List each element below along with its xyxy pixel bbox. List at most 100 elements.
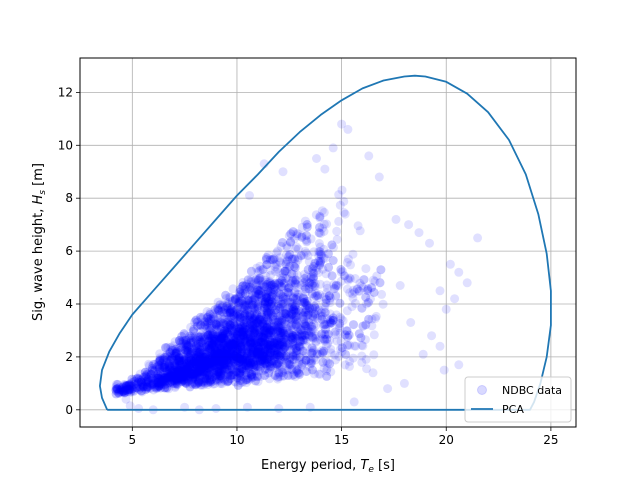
scatter-point	[288, 275, 298, 285]
scatter-point	[238, 316, 248, 326]
scatter-point	[268, 315, 278, 325]
scatter-point	[215, 371, 225, 381]
scatter-point	[255, 275, 264, 285]
scatter-point	[195, 372, 205, 382]
scatter-point	[262, 291, 272, 301]
scatter-point	[198, 354, 208, 364]
scatter-point	[283, 287, 293, 297]
scatter-point	[158, 376, 167, 386]
scatter-point	[254, 330, 263, 340]
scatter-point	[288, 227, 298, 237]
scatter-point	[222, 352, 232, 361]
scatter-point	[223, 328, 233, 338]
scatter-point	[257, 354, 267, 364]
scatter-point	[180, 372, 190, 382]
scatter-point	[343, 274, 353, 284]
scatter-point	[204, 316, 214, 326]
scatter-point	[234, 327, 244, 337]
scatter-point	[242, 357, 252, 366]
scatter-point	[326, 318, 336, 328]
scatter-point	[172, 348, 181, 358]
scatter-point	[243, 323, 253, 333]
scatter-point	[261, 342, 271, 352]
scatter-point	[301, 349, 311, 358]
scatter-point	[157, 377, 167, 387]
scatter-point	[325, 296, 334, 305]
scatter-point	[155, 357, 165, 366]
scatter-point	[183, 347, 193, 357]
scatter-point	[205, 374, 215, 383]
scatter-point	[240, 337, 250, 347]
scatter-point	[331, 291, 341, 300]
scatter-point	[404, 220, 414, 230]
scatter-point	[234, 345, 244, 355]
scatter-point	[322, 283, 332, 293]
scatter-point	[168, 345, 178, 355]
scatter-point	[235, 324, 245, 334]
scatter-point	[311, 329, 321, 339]
scatter-point	[167, 376, 177, 386]
scatter-point	[223, 315, 233, 324]
scatter-point	[250, 312, 260, 322]
scatter-point	[288, 293, 298, 303]
scatter-point	[279, 366, 289, 375]
scatter-point	[262, 304, 272, 313]
scatter-point	[232, 304, 242, 313]
scatter-point	[157, 363, 167, 373]
scatter-point	[189, 366, 199, 376]
scatter-point	[216, 377, 226, 387]
scatter-point	[238, 359, 248, 368]
scatter-point	[202, 313, 212, 323]
scatter-point	[252, 350, 262, 360]
scatter-point	[207, 339, 217, 349]
scatter-point	[164, 384, 174, 394]
scatter-point	[292, 295, 302, 305]
scatter-point	[276, 273, 285, 283]
scatter-point	[119, 381, 129, 391]
scatter-point	[249, 360, 259, 370]
scatter-point	[247, 332, 257, 342]
scatter-point	[266, 345, 275, 354]
scatter-point	[176, 363, 186, 373]
scatter-point	[215, 360, 225, 370]
scatter-point	[316, 308, 326, 318]
scatter-point	[220, 344, 230, 354]
scatter-point	[315, 311, 325, 321]
scatter-point	[129, 379, 139, 389]
scatter-point	[262, 253, 272, 263]
scatter-point	[253, 301, 263, 311]
scatter-point	[190, 317, 200, 327]
scatter-point	[266, 327, 276, 337]
scatter-point	[215, 371, 225, 381]
scatter-point	[252, 354, 261, 364]
scatter-point	[138, 381, 148, 391]
scatter-point	[233, 339, 243, 349]
scatter-point	[315, 212, 325, 222]
scatter-point	[259, 352, 269, 362]
scatter-point	[267, 348, 276, 358]
scatter-point	[245, 309, 255, 319]
scatter-point	[331, 310, 341, 320]
scatter-point	[255, 327, 265, 336]
scatter-point	[247, 339, 257, 349]
scatter-point	[308, 333, 318, 343]
scatter-point	[212, 357, 222, 367]
scatter-point	[272, 324, 282, 334]
scatter-point	[200, 353, 210, 363]
scatter-point	[368, 368, 378, 378]
scatter-point	[251, 291, 261, 301]
scatter-point	[343, 275, 353, 285]
scatter-point	[231, 336, 241, 346]
scatter-point	[189, 371, 199, 381]
scatter-point	[243, 359, 253, 369]
scatter-point	[228, 358, 238, 368]
scatter-point	[219, 369, 229, 378]
scatter-point	[143, 375, 153, 384]
scatter-point	[261, 282, 271, 292]
scatter-point	[170, 383, 180, 393]
scatter-point	[375, 278, 385, 288]
scatter-point	[228, 354, 238, 364]
scatter-point	[153, 382, 163, 392]
scatter-point	[188, 353, 198, 363]
scatter-point	[214, 337, 224, 347]
